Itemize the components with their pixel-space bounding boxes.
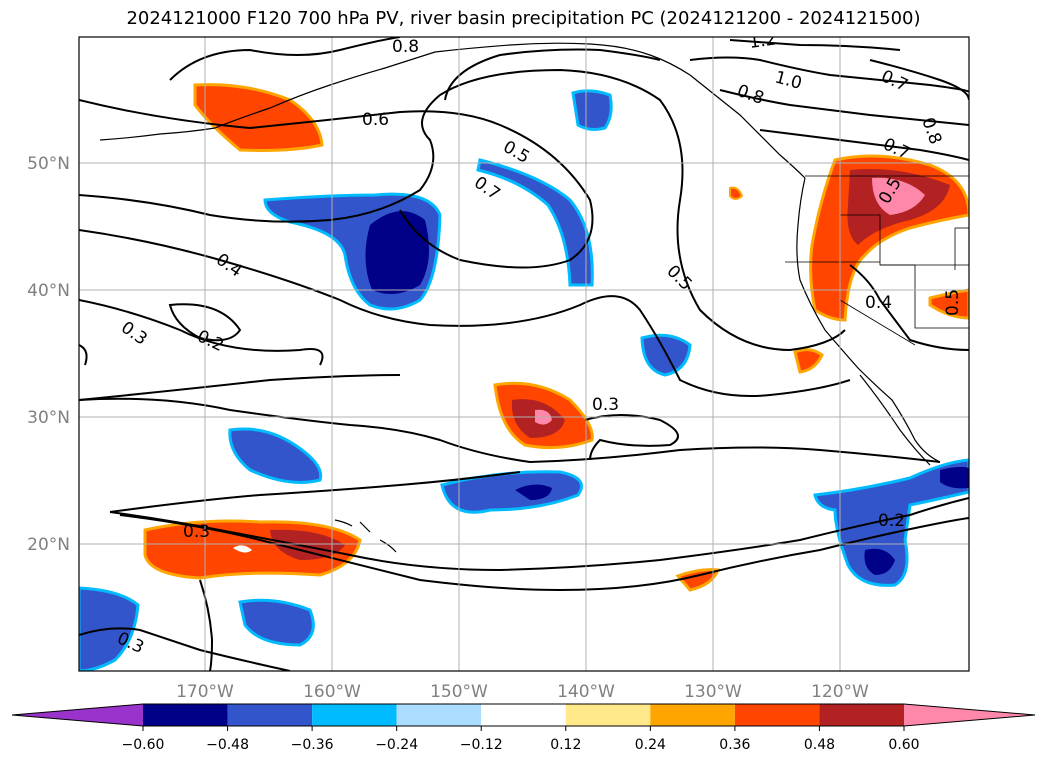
map-area: 0.8 1.2 1.0 0.8 0.7 0.8 0.7 0.6 0.5 0.7 … [79,29,969,671]
pv-label: 0.3 [183,522,210,542]
dark-blue-core-southeast [864,548,895,575]
colorbar-tick-label: 0.60 [888,737,919,753]
colorbar-tick-label: 0.48 [804,737,835,753]
colorbar-tick-label: −0.48 [206,737,249,753]
colorbar-segment [481,704,566,726]
pv-contour-high-1 [689,56,969,93]
lat-label-40n: 40°N [27,281,70,301]
colorbar-segment [227,704,313,726]
graticule [79,37,969,671]
lat-label-30n: 30°N [27,408,70,428]
blue-region-southwest [238,598,315,647]
orange-region-north [193,83,324,152]
colorbar-segment [650,704,735,726]
colorbar-segment [143,704,228,726]
dark-blue-core-subtropics [515,484,552,500]
lon-label-170w: 170°W [176,682,234,702]
pv-contour-high-4 [729,39,901,51]
colorbar-tick-label: 0.12 [550,737,581,753]
pv-contour-03c [584,414,679,461]
colorbar-segment [734,704,820,726]
colorbar-tick-label: −0.60 [122,737,165,753]
pv-contour-lower-2 [109,471,521,513]
pv-label: 0.2 [878,511,905,531]
pv-contours [79,37,969,671]
orange-region-small-coast [793,348,824,374]
pv-contour-02c [119,514,969,592]
pv-contour-05 [79,68,846,352]
pv-contour-03b [79,374,401,401]
dark-blue-core-east [940,466,969,489]
colorbar-tick-label: 0.24 [635,737,666,753]
red-core-west [270,529,345,560]
colorbar-segment [565,704,651,726]
lat-label-20n: 20°N [27,535,70,555]
pv-label: 0.8 [392,37,419,57]
pv-label: 1.2 [748,29,778,53]
political-borders [785,175,969,346]
orange-region-tiny [729,186,744,200]
map-frame [78,36,970,672]
colorbar-extension-high [904,704,1035,726]
lon-label-120w: 120°W [811,682,869,702]
hawaii-islands [334,519,397,553]
blue-region-west [228,427,323,484]
pv-contour-left-edge [79,344,88,366]
pv-label: 0.4 [865,293,892,313]
pv-contour-east [849,264,969,351]
blue-region-arc [476,158,594,287]
pv-contour-04 [79,229,851,397]
dark-blue-core-central-pacific [365,211,429,294]
colorbar-segment [396,704,482,726]
pv-label: 0.5 [943,289,963,316]
blue-region-southeast [813,458,969,587]
blue-region-north [571,89,613,131]
lat-label-50n: 50°N [27,154,70,174]
baja [859,374,931,466]
pink-core-northwest-us [872,177,925,215]
pv-contour-03d [79,627,291,671]
pv-label: 0.6 [362,110,389,130]
lon-label-140w: 140°W [557,682,615,702]
lon-label-160w: 160°W [303,682,361,702]
colorbar-tick-label: −0.36 [291,737,334,753]
colorbar-segment [819,704,904,726]
pv-contour-06 [79,99,594,269]
colorbar-tick-label: −0.24 [375,737,418,753]
pv-contour-high-2 [719,89,969,126]
pv-contour-vancouver [869,59,969,101]
pv-contour-03 [79,299,324,366]
pv-contour-high-3 [759,129,969,161]
pv-label: 0.3 [592,395,619,415]
pv-contour-upper-2 [444,48,661,101]
colorbar-extension-low [12,704,143,726]
pv-contour-upper-1 [169,37,401,81]
west-coast-us [796,177,941,463]
positive-pc-regions [143,83,969,592]
lon-label-150w: 150°W [430,682,488,702]
colorbar-tick-label: 0.36 [719,737,750,753]
white-hole-west [233,545,252,553]
alaska-peninsula [99,127,216,141]
pv-contour-02b [109,497,969,572]
alaska-coast [214,42,691,129]
latitude-labels: 50°N 40°N 30°N 20°N [27,154,70,555]
pv-contour-lower-1 [79,397,941,464]
colorbar: −0.60 −0.48 −0.36 −0.24 −0.12 0.12 0.24 0.36 0.4… [11,703,1036,753]
colorbar-tick-label: −0.12 [460,737,503,753]
lon-label-130w: 130°W [684,682,742,702]
orange-region-small-east [928,288,969,320]
longitude-labels: 170°W 160°W 150°W 140°W 130°W 120°W [176,682,869,702]
pv-contour-02 [168,303,242,342]
colorbar-segment [312,704,397,726]
map-title: 2024121000 F120 700 hPa PV, river basin … [126,8,921,29]
